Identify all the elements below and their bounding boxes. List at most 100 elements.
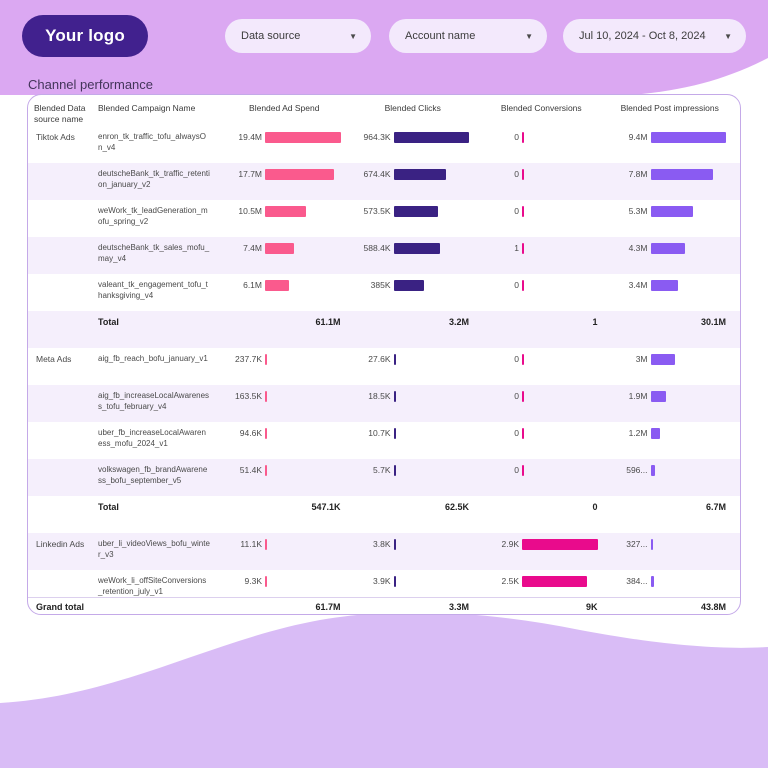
data-source-cell: Tiktok Ads [36, 132, 75, 143]
column-header-conversions: Blended Conversions [500, 103, 582, 113]
table-row: weWork_li_offSiteConversions_retention_j… [28, 570, 740, 597]
metric-bar [650, 169, 714, 181]
table-row: Meta Ads aig_fb_reach_bofu_january_v1 237.… [28, 348, 740, 385]
clicks-cell: 5.7K [349, 465, 478, 494]
post-impressions-cell: 596... [606, 465, 735, 494]
clicks-cell: 62.5K [349, 502, 478, 531]
table-row: volkswagen_fb_brandAwareness_bofu_septem… [28, 459, 740, 497]
bar-zone [650, 576, 727, 588]
ad-spend-cell: 9.3K [220, 576, 349, 597]
bar-zone [265, 354, 341, 366]
clicks-cell: 3.9K [349, 576, 478, 597]
grand-total-label: Grand total [36, 601, 85, 612]
metric-value: 0 [514, 206, 519, 217]
metric-bar [522, 206, 524, 218]
data-source-dropdown[interactable]: Data source ▼ [225, 19, 371, 53]
bar-zone [393, 280, 470, 292]
metric-value: 596... [626, 465, 648, 476]
conversions-cell: 2.5K [477, 576, 606, 597]
conversions-cell: 1 [477, 317, 606, 346]
table-header-row: Blended Data source name Blended Campaig… [28, 95, 740, 126]
total-value: 3.2M [448, 317, 469, 328]
bar-zone [650, 354, 727, 366]
table-row: deutscheBank_tk_sales_mofu_may_v4 7.4M 588… [28, 237, 740, 275]
subtotal-row: Total 547.1K 62.5K 0 6.7M [28, 496, 740, 533]
metric-bar [265, 132, 341, 144]
ad-spend-cell: 6.1M [220, 280, 349, 309]
subtotal-label: Total [98, 317, 119, 328]
ad-spend-cell: 10.5M [220, 206, 349, 235]
subtotal-label: Total [98, 502, 119, 513]
bar-zone [393, 169, 470, 181]
bar-zone [522, 206, 598, 218]
metric-value: 0 [514, 354, 519, 365]
bar-zone [522, 354, 598, 366]
metric-bar [393, 391, 396, 403]
metric-value: 0 [514, 391, 519, 402]
total-value: 1 [592, 317, 598, 328]
metric-bar [650, 206, 694, 218]
metric-bar [393, 280, 424, 292]
account-name-dropdown[interactable]: Account name ▼ [389, 19, 547, 53]
total-value: 62.5K [444, 502, 469, 513]
total-value: 61.1M [315, 317, 341, 328]
bar-zone [650, 465, 727, 477]
campaign-name-cell: aig_fb_increaseLocalAwareness_tofu_febru… [98, 391, 210, 411]
metric-value: 9.3K [244, 576, 263, 587]
metric-bar [393, 132, 469, 144]
column-header-ad-spend: Blended Ad Spend [249, 103, 320, 113]
metric-bar [522, 132, 524, 144]
bar-zone [393, 465, 470, 477]
page-title: Channel performance [28, 77, 154, 92]
top-bar: Your logo Data source ▼ Account name ▼ J… [0, 15, 768, 57]
ad-spend-cell: 237.7K [220, 354, 349, 383]
conversions-cell: 0 [477, 354, 606, 383]
total-value: 0 [592, 502, 598, 513]
total-value: 9K [585, 601, 598, 612]
data-source-cell [34, 317, 98, 346]
metric-value: 237.7K [235, 354, 262, 365]
total-value: 43.8M [700, 601, 726, 612]
bar-zone [393, 354, 470, 366]
metric-value: 17.7M [238, 169, 262, 180]
campaign-name-cell: deutscheBank_tk_sales_mofu_may_v4 [98, 243, 210, 263]
total-value: 3.3M [448, 601, 469, 612]
metric-value: 327... [626, 539, 648, 550]
metric-bar [393, 539, 396, 551]
metric-bar [393, 354, 396, 366]
bar-zone [393, 132, 469, 144]
date-range-dropdown-label: Jul 10, 2024 - Oct 8, 2024 [579, 30, 706, 42]
bar-zone [393, 539, 470, 551]
metric-value: 1.2M [628, 428, 648, 439]
metric-bar [650, 243, 686, 255]
subtotal-row: Total 61.1M 3.2M 1 30.1M [28, 311, 740, 349]
post-impressions-cell: 30.1M [606, 317, 735, 346]
bar-zone [393, 576, 470, 588]
campaign-name-cell: weWork_li_offSiteConversions_retention_j… [98, 576, 207, 596]
metric-bar [265, 243, 294, 255]
bar-zone [265, 206, 341, 218]
data-source-cell [34, 391, 98, 420]
table-row: Tiktok Ads enron_tk_traffic_tofu_alwaysOn… [28, 126, 740, 163]
metric-value: 5.3M [628, 206, 648, 217]
ad-spend-cell: 11.1K [220, 539, 349, 568]
metric-bar [265, 391, 267, 403]
date-range-dropdown[interactable]: Jul 10, 2024 - Oct 8, 2024 ▼ [563, 19, 746, 53]
metric-value: 94.6K [239, 428, 262, 439]
data-source-cell [34, 502, 98, 531]
metric-bar [650, 354, 675, 366]
metric-value: 0 [514, 169, 519, 180]
column-header-campaign-name: Blended Campaign Name [98, 103, 196, 113]
metric-bar [522, 465, 524, 477]
table-row: deutscheBank_tk_traffic_retention_januar… [28, 163, 740, 201]
bar-zone [265, 576, 341, 588]
conversions-cell: 9K [477, 602, 606, 612]
column-header-clicks: Blended Clicks [384, 103, 441, 113]
metric-bar [522, 576, 588, 588]
metric-value: 163.5K [235, 391, 262, 402]
total-value: 30.1M [700, 317, 726, 328]
metric-value: 385K [370, 280, 391, 291]
post-impressions-cell: 1.9M [606, 391, 735, 420]
bar-zone [650, 132, 726, 144]
metric-bar [265, 169, 334, 181]
